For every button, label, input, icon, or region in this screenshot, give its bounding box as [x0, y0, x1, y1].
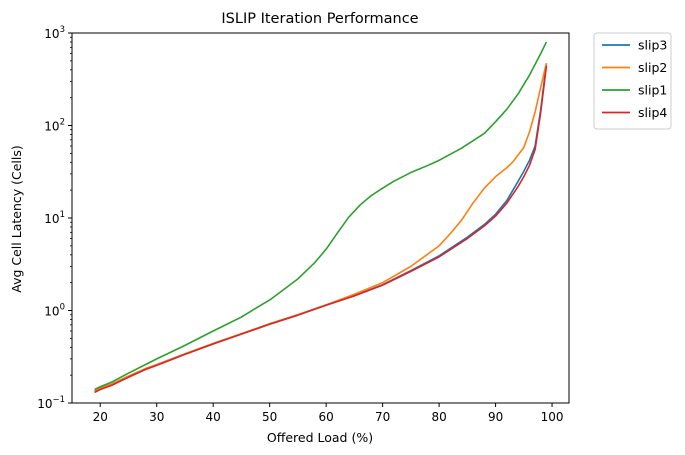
legend-label-slip1: slip1: [638, 83, 667, 98]
series-line-slip2: [94, 63, 548, 392]
series-line-slip4: [94, 65, 548, 394]
y-axis-label: Avg Cell Latency (Cells): [9, 145, 24, 292]
y-tick-label: 10−1: [37, 395, 65, 411]
y-tick-label: 102: [44, 118, 65, 134]
series-line-slip3: [94, 63, 548, 392]
x-tick-label: 70: [375, 410, 390, 424]
x-tick-label: 50: [262, 410, 277, 424]
legend: slip3 slip2 slip1 slip4: [593, 32, 672, 130]
x-tick-label: 30: [149, 410, 164, 424]
legend-label-slip2: slip2: [638, 60, 667, 75]
y-axis: 10−1 100 101 102 103: [37, 25, 72, 411]
x-tick-label: 20: [93, 410, 108, 424]
chart-title: ISLIP Iteration Performance: [221, 11, 418, 27]
x-tick-label: 100: [541, 410, 564, 424]
x-axis-label: Offered Load (%): [267, 430, 373, 445]
x-tick-label: 40: [206, 410, 221, 424]
legend-box: [593, 32, 672, 130]
plot-area: [71, 32, 570, 404]
y-tick-label: 103: [44, 25, 65, 41]
x-axis: 20 30 40 50 60 70 80 90 100: [93, 403, 564, 424]
legend-label-slip3: slip3: [638, 38, 667, 53]
y-tick-label: 101: [44, 210, 65, 226]
series-line-slip1: [94, 41, 548, 391]
y-tick-label: 100: [44, 303, 65, 319]
x-tick-label: 80: [431, 410, 446, 424]
x-tick-label: 60: [319, 410, 334, 424]
x-tick-label: 90: [488, 410, 503, 424]
legend-label-slip4: slip4: [638, 105, 667, 120]
